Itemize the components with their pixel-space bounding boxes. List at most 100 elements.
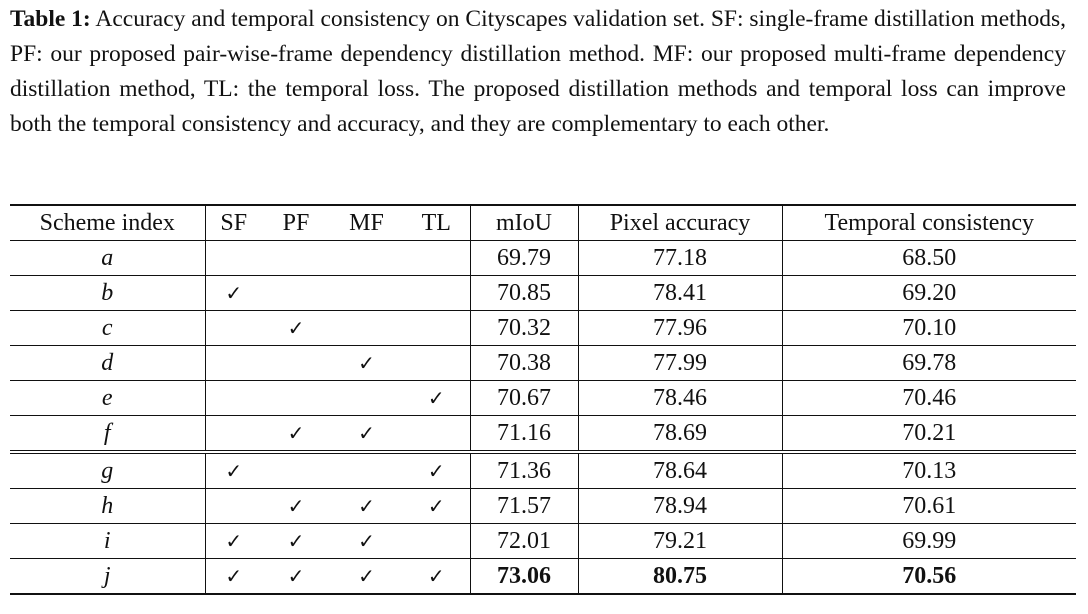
metric-cell: 70.56 xyxy=(902,563,957,589)
metric-cell: 78.64 xyxy=(578,452,783,489)
table-row: a 69.79 77.18 68.50 xyxy=(10,240,1076,276)
check-cell: ✓ xyxy=(358,564,375,588)
header-cell: TL xyxy=(403,205,471,241)
check-cell xyxy=(205,416,262,453)
check-cell: ✓ xyxy=(358,494,375,518)
metric-cell: 71.16 xyxy=(470,415,579,452)
metric-cell: 70.38 xyxy=(470,345,579,381)
results-table: Scheme index SF PF MF TL mIoU Pixel accuracy Te… xyxy=(10,204,1076,595)
metric-cell: 69.79 xyxy=(470,240,579,276)
header-cell: mIoU xyxy=(470,205,579,241)
check-cell xyxy=(262,346,330,381)
scheme-index: e xyxy=(10,380,206,416)
scheme-index: g xyxy=(10,452,206,489)
header-cell: Pixel accuracy xyxy=(578,205,783,241)
check-cell: ✓ xyxy=(403,558,471,594)
check-cell: ✓ xyxy=(358,529,375,553)
table-row: e ✓ 70.67 78.46 70.46 xyxy=(10,380,1076,416)
metric-cell: 70.21 xyxy=(902,420,957,446)
metric-cell: 79.21 xyxy=(578,523,783,559)
table-body: a 69.79 77.18 68.50 b ✓ 70.85 78.41 69.20 c ✓ 70.32… xyxy=(10,240,1076,594)
check-cell xyxy=(205,241,262,276)
check-cell: ✓ xyxy=(403,488,471,524)
check-cell: ✓ xyxy=(287,529,305,553)
check-cell xyxy=(205,311,262,346)
check-cell xyxy=(330,381,403,416)
metric-cell: 78.46 xyxy=(578,380,783,416)
header-cell: MF xyxy=(349,210,384,236)
check-cell: ✓ xyxy=(225,529,243,553)
caption-text: Accuracy and temporal consistency on Cit… xyxy=(10,6,1066,137)
metric-cell: 78.41 xyxy=(578,275,783,311)
check-cell: ✓ xyxy=(358,421,375,445)
metric-cell: 77.18 xyxy=(578,240,783,276)
header-cell: SF xyxy=(220,210,248,236)
check-cell xyxy=(330,276,403,311)
metric-cell: 77.96 xyxy=(578,310,783,346)
check-cell: ✓ xyxy=(225,459,243,483)
metric-cell: 70.67 xyxy=(470,380,579,416)
scheme-index: a xyxy=(10,240,206,276)
check-cell xyxy=(403,310,471,346)
metric-cell: 72.01 xyxy=(470,523,579,559)
metric-cell: 73.06 xyxy=(470,558,579,594)
scheme-index: j xyxy=(10,558,206,594)
check-cell xyxy=(403,275,471,311)
metric-cell: 68.50 xyxy=(902,245,957,271)
check-cell: ✓ xyxy=(225,564,243,588)
header-row: Scheme index SF PF MF TL mIoU Pixel accuracy Te… xyxy=(10,205,1076,241)
check-cell xyxy=(262,381,330,416)
check-cell: ✓ xyxy=(358,351,375,375)
metric-cell: 70.10 xyxy=(902,315,957,341)
header-cell: Temporal consistency xyxy=(824,210,1035,236)
check-cell: ✓ xyxy=(403,380,471,416)
metric-cell: 70.32 xyxy=(470,310,579,346)
metric-cell: 70.13 xyxy=(902,458,957,484)
check-cell xyxy=(262,276,330,311)
metric-cell: 78.94 xyxy=(578,488,783,524)
check-cell: ✓ xyxy=(403,452,471,489)
table-row: f ✓ ✓ 71.16 78.69 70.21 xyxy=(10,415,1076,453)
scheme-index: f xyxy=(10,415,206,452)
check-cell: ✓ xyxy=(287,421,305,445)
table-row: b ✓ 70.85 78.41 69.20 xyxy=(10,275,1076,311)
table-row: d ✓ 70.38 77.99 69.78 xyxy=(10,345,1076,381)
metric-cell: 70.61 xyxy=(902,493,957,519)
table-row: c ✓ 70.32 77.96 70.10 xyxy=(10,310,1076,346)
metric-cell: 70.85 xyxy=(470,275,579,311)
caption-label: Table 1: xyxy=(10,6,91,32)
metric-cell: 69.99 xyxy=(902,528,957,554)
check-cell xyxy=(330,241,403,276)
check-cell xyxy=(205,346,262,381)
metric-cell: 71.36 xyxy=(470,452,579,489)
table-row: g ✓ ✓ 71.36 78.64 70.13 xyxy=(10,452,1076,489)
check-cell xyxy=(262,452,330,489)
check-cell: ✓ xyxy=(225,281,243,305)
table-row: i ✓ ✓ ✓ 72.01 79.21 69.99 xyxy=(10,523,1076,559)
table-row: j ✓ ✓ ✓ ✓ 73.06 80.75 70.56 xyxy=(10,558,1076,594)
check-cell xyxy=(262,241,330,276)
check-cell: ✓ xyxy=(287,316,305,340)
check-cell xyxy=(205,381,262,416)
check-cell xyxy=(403,345,471,381)
scheme-index: h xyxy=(10,488,206,524)
metric-cell: 71.57 xyxy=(470,488,579,524)
check-cell xyxy=(403,415,471,452)
check-cell xyxy=(403,523,471,559)
scheme-index: c xyxy=(10,310,206,346)
metric-cell: 77.99 xyxy=(578,345,783,381)
metric-cell: 69.20 xyxy=(902,280,957,306)
table-row: h ✓ ✓ ✓ 71.57 78.94 70.61 xyxy=(10,488,1076,524)
check-cell: ✓ xyxy=(287,494,305,518)
check-cell xyxy=(403,240,471,276)
check-cell xyxy=(330,452,403,489)
caption: Table 1: Accuracy and temporal consisten… xyxy=(10,2,1066,142)
metric-cell: 70.46 xyxy=(902,385,957,411)
scheme-index: d xyxy=(10,345,206,381)
metric-cell: 69.78 xyxy=(902,350,957,376)
header-cell: Scheme index xyxy=(10,205,206,241)
metric-cell: 78.69 xyxy=(578,415,783,452)
header-cell: PF xyxy=(282,210,310,236)
check-cell xyxy=(205,489,262,524)
